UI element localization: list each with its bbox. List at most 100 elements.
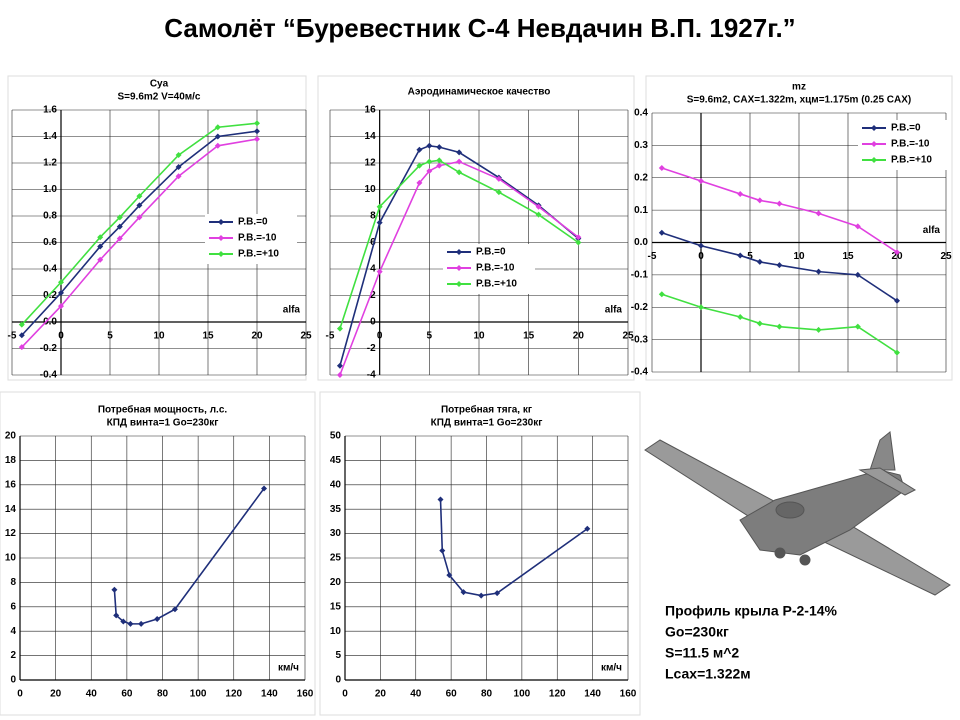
point: [336, 362, 343, 369]
y-tick-label: 0.0: [634, 237, 648, 248]
x-tick-label: 100: [190, 689, 207, 700]
point: [894, 349, 900, 356]
point: [113, 612, 120, 619]
point: [535, 203, 542, 210]
note: S=11.5 м^2: [665, 645, 739, 661]
point: [737, 190, 744, 197]
point: [261, 485, 268, 492]
y-tick-label: 1.6: [43, 105, 57, 116]
x-axis-label: alfa: [283, 305, 301, 316]
x-tick-label: 40: [410, 689, 422, 700]
point: [478, 592, 485, 599]
x-tick-label: 10: [153, 331, 165, 342]
y-tick-label: 0.2: [43, 290, 57, 301]
y-tick-label: -0.1: [631, 270, 649, 281]
y-tick-label: 6: [370, 237, 376, 248]
point: [171, 606, 178, 613]
y-tick-label: 16: [365, 105, 377, 116]
point: [97, 256, 104, 263]
point: [416, 162, 423, 169]
y-tick-label: 12: [365, 158, 377, 169]
chart-subtitle: КПД винта=1 Go=230кг: [431, 418, 543, 429]
x-tick-label: 140: [261, 689, 278, 700]
point: [376, 268, 383, 275]
chart-title: Аэродинамическое качество: [408, 87, 551, 98]
y-tick-label: 0.1: [634, 205, 648, 216]
x-tick-label: -5: [648, 251, 657, 262]
x-tick-label: 80: [157, 689, 169, 700]
point: [116, 214, 123, 221]
x-tick-label: 60: [446, 689, 458, 700]
point: [376, 203, 383, 210]
x-tick-label: 5: [427, 331, 433, 342]
x-tick-label: 100: [514, 689, 531, 700]
x-tick-label: 0: [17, 689, 23, 700]
x-tick-label: 160: [620, 689, 637, 700]
y-tick-label: 2: [370, 290, 376, 301]
point: [214, 133, 221, 140]
y-tick-label: -2: [367, 343, 376, 354]
point: [18, 332, 25, 339]
legend-marker: [871, 141, 877, 147]
y-tick-label: 0.6: [43, 237, 57, 248]
slide-title: Самолёт “Буревестник С-4 Невдачин В.П. 1…: [164, 13, 795, 43]
point: [456, 158, 463, 165]
chart-subtitle: S=9.6m2 V=40м/с: [117, 92, 200, 103]
y-tick-label: 14: [365, 131, 377, 142]
point: [58, 279, 64, 286]
y-tick-label: 35: [330, 504, 342, 515]
point: [815, 326, 822, 333]
y-tick-label: -0.3: [631, 334, 649, 345]
y-tick-label: 15: [330, 601, 342, 612]
y-tick-label: 0.2: [634, 172, 648, 183]
y-tick-label: 30: [330, 528, 342, 539]
legend-label: P.B.=-10: [238, 233, 277, 244]
point: [756, 197, 763, 204]
point: [175, 173, 182, 180]
chart-title: Потребная тяга, кг: [441, 404, 532, 416]
point: [18, 321, 25, 328]
y-tick-label: 10: [365, 184, 377, 195]
legend-marker: [871, 125, 877, 131]
x-tick-label: 160: [297, 689, 314, 700]
y-tick-label: 4: [370, 264, 376, 275]
y-tick-label: -4: [367, 370, 376, 381]
x-tick-label: 5: [107, 331, 113, 342]
point: [136, 193, 143, 200]
legend-label: P.B.=+10: [891, 155, 932, 166]
y-tick-label: 1.0: [43, 184, 57, 195]
y-tick-label: 10: [330, 626, 342, 637]
note: Go=230кг: [665, 624, 729, 640]
legend-label: P.B.=-10: [476, 263, 515, 274]
point: [584, 525, 591, 532]
x-tick-label: -5: [326, 331, 335, 342]
chart-panel: [317, 75, 635, 381]
x-tick-label: 20: [891, 251, 903, 262]
point: [575, 234, 582, 241]
x-tick-label: 20: [251, 331, 263, 342]
point: [756, 258, 763, 265]
point: [658, 165, 665, 172]
point: [136, 214, 143, 221]
point: [439, 547, 446, 554]
point: [175, 163, 182, 170]
point: [698, 242, 704, 249]
chart-subtitle: КПД винта=1 Go=230кг: [107, 418, 219, 429]
point: [18, 344, 25, 351]
y-tick-label: 8: [10, 577, 16, 588]
y-tick-label: 1.2: [43, 158, 57, 169]
point: [138, 620, 145, 627]
x-tick-label: 80: [481, 689, 493, 700]
point: [416, 179, 423, 186]
legend-marker: [456, 249, 462, 255]
point: [776, 323, 783, 330]
point: [494, 590, 501, 597]
legend-marker: [456, 281, 462, 287]
point: [854, 223, 861, 230]
y-tick-label: 2: [10, 650, 16, 661]
point: [58, 289, 64, 296]
x-tick-label: 120: [549, 689, 566, 700]
x-tick-label: 15: [842, 251, 854, 262]
point: [175, 152, 182, 159]
